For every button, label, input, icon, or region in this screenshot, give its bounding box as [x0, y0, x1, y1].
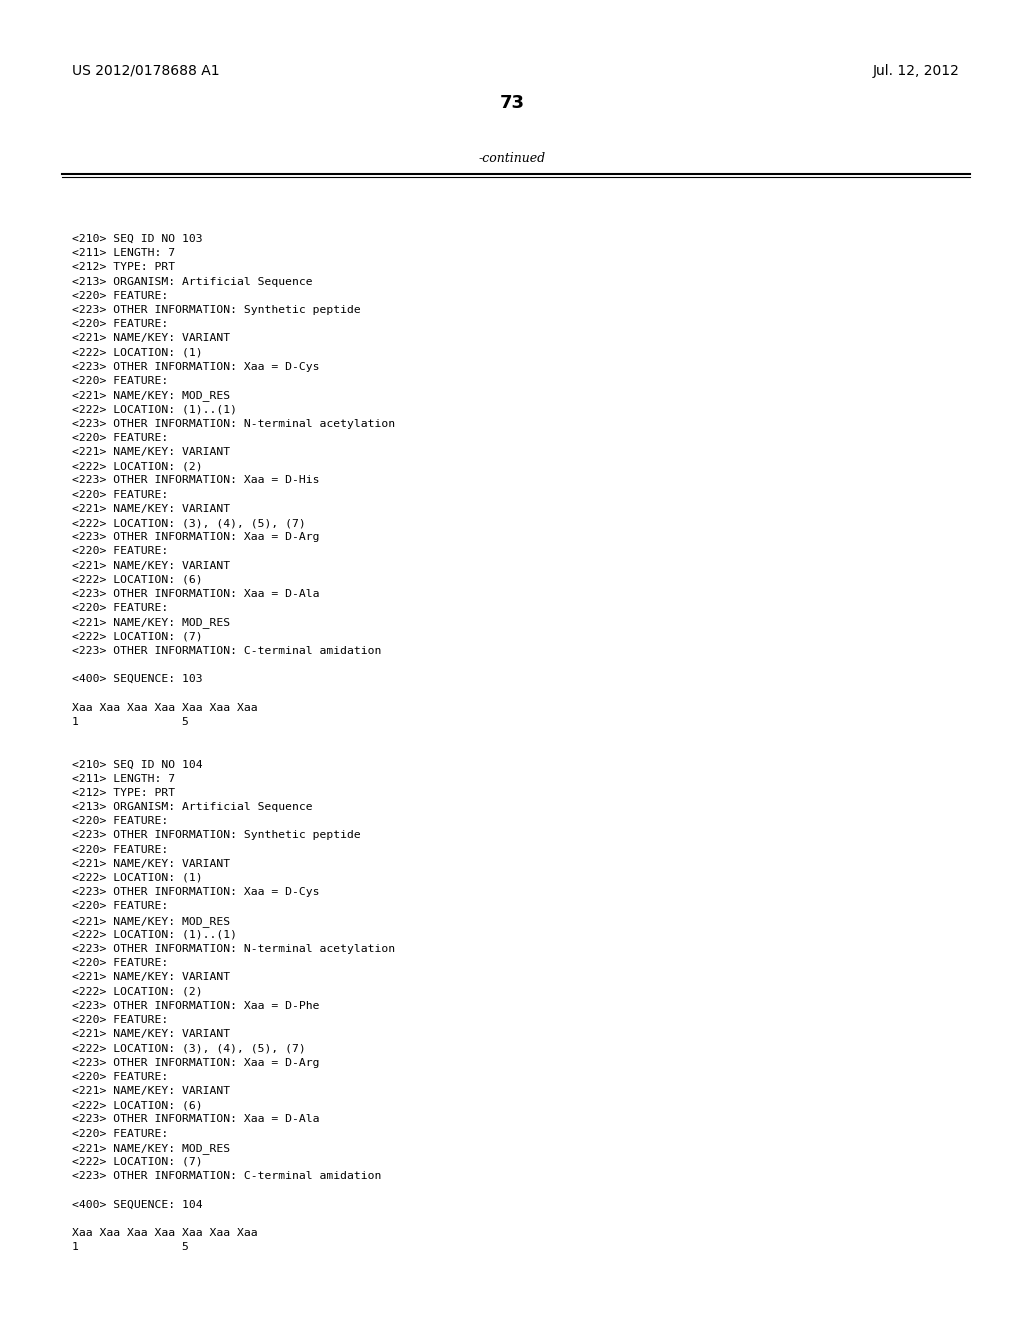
Text: 1               5: 1 5 [72, 1242, 188, 1253]
Text: <221> NAME/KEY: VARIANT: <221> NAME/KEY: VARIANT [72, 1086, 230, 1096]
Text: <221> NAME/KEY: VARIANT: <221> NAME/KEY: VARIANT [72, 334, 230, 343]
Text: <400> SEQUENCE: 103: <400> SEQUENCE: 103 [72, 675, 203, 684]
Text: <222> LOCATION: (2): <222> LOCATION: (2) [72, 986, 203, 997]
Text: <221> NAME/KEY: VARIANT: <221> NAME/KEY: VARIANT [72, 504, 230, 513]
Text: <221> NAME/KEY: MOD_RES: <221> NAME/KEY: MOD_RES [72, 391, 230, 401]
Text: US 2012/0178688 A1: US 2012/0178688 A1 [72, 63, 219, 78]
Text: <223> OTHER INFORMATION: Xaa = D-Cys: <223> OTHER INFORMATION: Xaa = D-Cys [72, 362, 319, 372]
Text: <222> LOCATION: (1): <222> LOCATION: (1) [72, 873, 203, 883]
Text: <220> FEATURE:: <220> FEATURE: [72, 290, 168, 301]
Text: <221> NAME/KEY: MOD_RES: <221> NAME/KEY: MOD_RES [72, 1143, 230, 1154]
Text: <223> OTHER INFORMATION: C-terminal amidation: <223> OTHER INFORMATION: C-terminal amid… [72, 1171, 381, 1181]
Text: <221> NAME/KEY: VARIANT: <221> NAME/KEY: VARIANT [72, 447, 230, 457]
Text: <212> TYPE: PRT: <212> TYPE: PRT [72, 788, 175, 797]
Text: <221> NAME/KEY: VARIANT: <221> NAME/KEY: VARIANT [72, 973, 230, 982]
Text: <213> ORGANISM: Artificial Sequence: <213> ORGANISM: Artificial Sequence [72, 803, 312, 812]
Text: 1               5: 1 5 [72, 717, 188, 727]
Text: <223> OTHER INFORMATION: N-terminal acetylation: <223> OTHER INFORMATION: N-terminal acet… [72, 418, 395, 429]
Text: <223> OTHER INFORMATION: Xaa = D-Phe: <223> OTHER INFORMATION: Xaa = D-Phe [72, 1001, 319, 1011]
Text: <223> OTHER INFORMATION: Xaa = D-Arg: <223> OTHER INFORMATION: Xaa = D-Arg [72, 1057, 319, 1068]
Text: <222> LOCATION: (1)..(1): <222> LOCATION: (1)..(1) [72, 929, 237, 940]
Text: Xaa Xaa Xaa Xaa Xaa Xaa Xaa: Xaa Xaa Xaa Xaa Xaa Xaa Xaa [72, 702, 258, 713]
Text: <222> LOCATION: (7): <222> LOCATION: (7) [72, 631, 203, 642]
Text: <220> FEATURE:: <220> FEATURE: [72, 603, 168, 614]
Text: <223> OTHER INFORMATION: Xaa = D-His: <223> OTHER INFORMATION: Xaa = D-His [72, 475, 319, 486]
Text: <222> LOCATION: (3), (4), (5), (7): <222> LOCATION: (3), (4), (5), (7) [72, 1043, 306, 1053]
Text: <220> FEATURE:: <220> FEATURE: [72, 1129, 168, 1139]
Text: <220> FEATURE:: <220> FEATURE: [72, 902, 168, 911]
Text: <223> OTHER INFORMATION: Xaa = D-Ala: <223> OTHER INFORMATION: Xaa = D-Ala [72, 1114, 319, 1125]
Text: <210> SEQ ID NO 104: <210> SEQ ID NO 104 [72, 759, 203, 770]
Text: Xaa Xaa Xaa Xaa Xaa Xaa Xaa: Xaa Xaa Xaa Xaa Xaa Xaa Xaa [72, 1228, 258, 1238]
Text: <222> LOCATION: (3), (4), (5), (7): <222> LOCATION: (3), (4), (5), (7) [72, 517, 306, 528]
Text: 73: 73 [500, 94, 524, 112]
Text: <222> LOCATION: (1): <222> LOCATION: (1) [72, 347, 203, 358]
Text: <221> NAME/KEY: MOD_RES: <221> NAME/KEY: MOD_RES [72, 618, 230, 628]
Text: <211> LENGTH: 7: <211> LENGTH: 7 [72, 774, 175, 784]
Text: <223> OTHER INFORMATION: Xaa = D-Cys: <223> OTHER INFORMATION: Xaa = D-Cys [72, 887, 319, 898]
Text: Jul. 12, 2012: Jul. 12, 2012 [873, 63, 961, 78]
Text: <220> FEATURE:: <220> FEATURE: [72, 433, 168, 442]
Text: <220> FEATURE:: <220> FEATURE: [72, 1015, 168, 1026]
Text: <220> FEATURE:: <220> FEATURE: [72, 1072, 168, 1082]
Text: <220> FEATURE:: <220> FEATURE: [72, 490, 168, 499]
Text: <220> FEATURE:: <220> FEATURE: [72, 845, 168, 854]
Text: <223> OTHER INFORMATION: Synthetic peptide: <223> OTHER INFORMATION: Synthetic pepti… [72, 305, 360, 315]
Text: <220> FEATURE:: <220> FEATURE: [72, 546, 168, 557]
Text: <223> OTHER INFORMATION: Synthetic peptide: <223> OTHER INFORMATION: Synthetic pepti… [72, 830, 360, 841]
Text: <400> SEQUENCE: 104: <400> SEQUENCE: 104 [72, 1200, 203, 1209]
Text: <210> SEQ ID NO 103: <210> SEQ ID NO 103 [72, 234, 203, 244]
Text: <223> OTHER INFORMATION: C-terminal amidation: <223> OTHER INFORMATION: C-terminal amid… [72, 645, 381, 656]
Text: <221> NAME/KEY: VARIANT: <221> NAME/KEY: VARIANT [72, 561, 230, 570]
Text: <222> LOCATION: (2): <222> LOCATION: (2) [72, 461, 203, 471]
Text: <221> NAME/KEY: VARIANT: <221> NAME/KEY: VARIANT [72, 859, 230, 869]
Text: <212> TYPE: PRT: <212> TYPE: PRT [72, 263, 175, 272]
Text: <222> LOCATION: (6): <222> LOCATION: (6) [72, 574, 203, 585]
Text: <222> LOCATION: (6): <222> LOCATION: (6) [72, 1100, 203, 1110]
Text: <213> ORGANISM: Artificial Sequence: <213> ORGANISM: Artificial Sequence [72, 277, 312, 286]
Text: <222> LOCATION: (7): <222> LOCATION: (7) [72, 1158, 203, 1167]
Text: <221> NAME/KEY: VARIANT: <221> NAME/KEY: VARIANT [72, 1030, 230, 1039]
Text: <220> FEATURE:: <220> FEATURE: [72, 958, 168, 968]
Text: <220> FEATURE:: <220> FEATURE: [72, 319, 168, 329]
Text: <222> LOCATION: (1)..(1): <222> LOCATION: (1)..(1) [72, 404, 237, 414]
Text: -continued: -continued [478, 152, 546, 165]
Text: <220> FEATURE:: <220> FEATURE: [72, 816, 168, 826]
Text: <223> OTHER INFORMATION: Xaa = D-Ala: <223> OTHER INFORMATION: Xaa = D-Ala [72, 589, 319, 599]
Text: <223> OTHER INFORMATION: Xaa = D-Arg: <223> OTHER INFORMATION: Xaa = D-Arg [72, 532, 319, 543]
Text: <220> FEATURE:: <220> FEATURE: [72, 376, 168, 385]
Text: <211> LENGTH: 7: <211> LENGTH: 7 [72, 248, 175, 259]
Text: <221> NAME/KEY: MOD_RES: <221> NAME/KEY: MOD_RES [72, 916, 230, 927]
Text: <223> OTHER INFORMATION: N-terminal acetylation: <223> OTHER INFORMATION: N-terminal acet… [72, 944, 395, 954]
